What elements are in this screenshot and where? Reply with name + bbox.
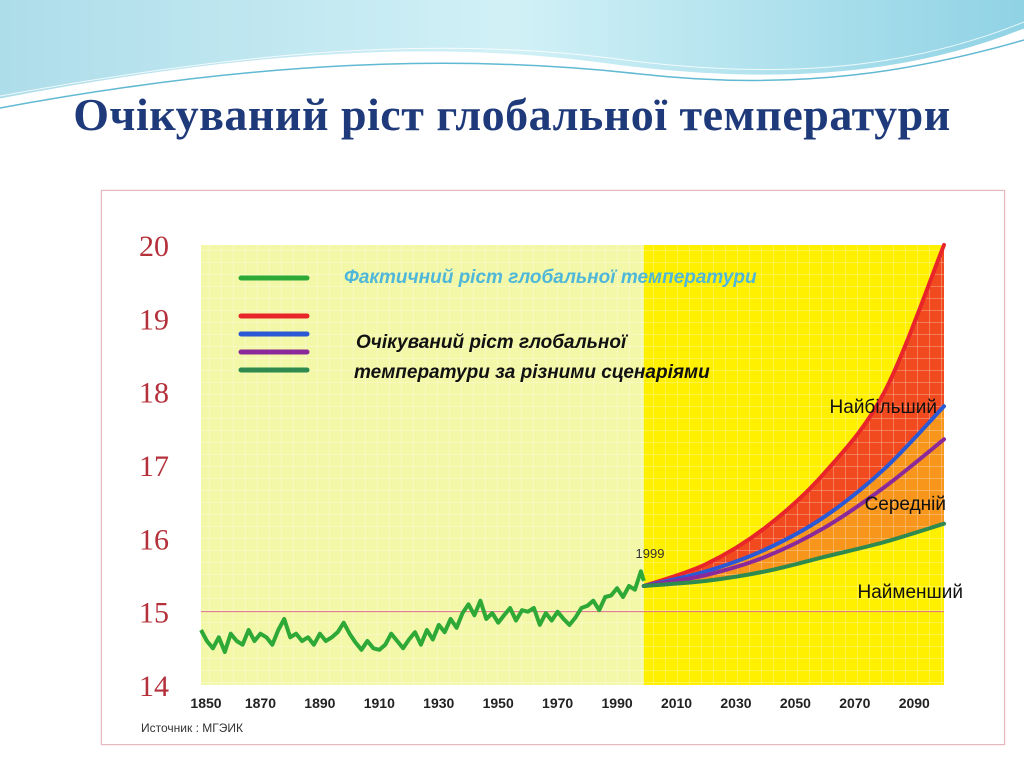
x-tick-label: 1910 [364,695,395,711]
y-tick-label: 14 [139,670,169,703]
y-tick-label: 15 [139,597,169,630]
y-tick-label: 19 [139,303,169,336]
scenario-medium-label: Середній [865,494,946,515]
legend-projected-label: температури за різними сценаріями [354,362,710,383]
legend-observed-label: Фактичний ріст глобальної температури [344,267,757,288]
x-tick-label: 2090 [899,695,930,711]
x-tick-label: 1950 [483,695,514,711]
y-tick-label: 16 [139,523,169,556]
y-tick-label: 18 [139,377,169,410]
scenario-purple-line [641,437,946,588]
x-tick-label: 2010 [661,695,692,711]
x-tick-label: 1970 [542,695,573,711]
x-tick-label: 1850 [190,695,221,711]
y-tick-label: 20 [139,230,169,263]
legend-projected-label: Очікуваний ріст глобальної [356,332,629,353]
x-tick-label: 1870 [245,695,276,711]
year-marker-label: 1999 [636,546,665,561]
x-tick-label: 2030 [720,695,751,711]
y-tick-label: 17 [139,450,169,483]
scenario-low-line [641,521,946,588]
scenario-lowest-label: Найменший [858,582,964,603]
x-tick-label: 1990 [602,695,633,711]
scenario-highest-label: Найбільший [830,397,937,418]
header-wave-decoration [0,0,1024,109]
scenario-blue-line [641,404,946,588]
x-tick-label: 2070 [839,695,870,711]
x-tick-label: 1890 [304,695,335,711]
x-tick-label: 1930 [423,695,454,711]
temperature-chart: 14 15 16 17 18 19 20 1850 1870 1890 1910 1930 1950 19… [139,230,964,735]
slide-title: Очікуваний ріст глобальної температури [73,89,951,140]
scenario-high-line [641,243,946,588]
x-tick-label: 2050 [780,695,811,711]
source-label: Источник : МГЭИК [141,721,243,735]
observed-temperature-line [199,569,646,654]
